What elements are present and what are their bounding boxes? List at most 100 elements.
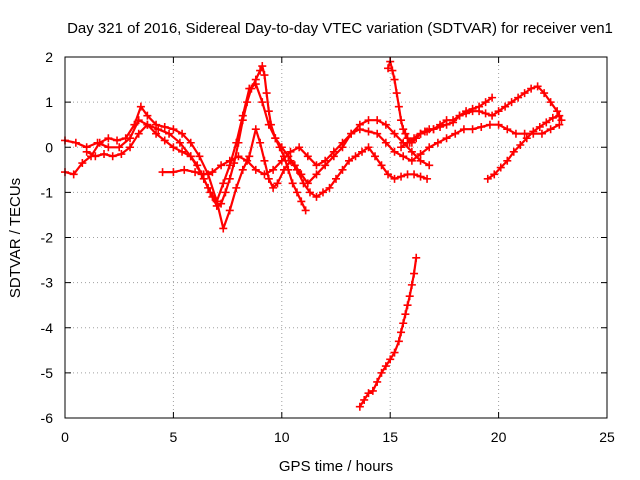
- data-point: [243, 156, 252, 165]
- data-point: [256, 66, 265, 75]
- data-point: [520, 129, 529, 138]
- series-6: [397, 82, 566, 152]
- series-7: [355, 253, 421, 411]
- data-point: [373, 116, 382, 125]
- data-point: [373, 377, 382, 386]
- data-point: [449, 116, 458, 125]
- x-tick-label: 0: [61, 429, 69, 445]
- data-point: [401, 129, 410, 138]
- data-point: [169, 168, 178, 177]
- data-point: [423, 174, 432, 183]
- y-axis-ticks: -6 -5 -4 -3 -2 -1 0 1 2: [41, 49, 607, 426]
- data-point: [423, 127, 432, 136]
- data-point: [100, 150, 109, 159]
- data-point: [301, 206, 310, 215]
- data-point: [136, 102, 145, 111]
- y-tick-label: -4: [41, 320, 54, 336]
- data-point: [386, 355, 395, 364]
- data-point: [351, 152, 360, 161]
- data-point: [275, 143, 284, 152]
- data-point: [251, 125, 260, 134]
- data-point: [169, 143, 178, 152]
- x-tick-label: 25: [599, 429, 615, 445]
- data-point: [269, 183, 278, 192]
- data-point: [410, 134, 419, 143]
- data-point: [542, 118, 551, 127]
- data-point: [292, 188, 301, 197]
- data-point: [238, 165, 247, 174]
- data-point: [555, 111, 564, 120]
- data-point: [358, 147, 367, 156]
- data-point: [548, 113, 557, 122]
- data-point: [260, 156, 269, 165]
- data-point: [516, 140, 525, 149]
- data-point: [425, 161, 434, 170]
- series-3: [82, 62, 310, 215]
- data-point: [399, 152, 408, 161]
- data-point: [212, 201, 221, 210]
- data-point: [264, 107, 273, 116]
- data-point: [108, 152, 117, 161]
- data-point: [481, 109, 490, 118]
- data-point: [258, 62, 267, 71]
- data-point: [130, 120, 139, 129]
- data-point: [462, 109, 471, 118]
- x-axis-label: GPS time / hours: [279, 458, 393, 475]
- data-point: [230, 159, 239, 168]
- data-point: [284, 165, 293, 174]
- data-point: [247, 84, 256, 93]
- data-point: [390, 348, 399, 357]
- series-trace: [161, 123, 561, 176]
- data-point: [245, 152, 254, 161]
- data-point: [271, 134, 280, 143]
- data-point: [273, 179, 282, 188]
- series-4: [158, 120, 564, 179]
- data-point: [416, 156, 425, 165]
- data-point: [390, 75, 399, 84]
- data-point: [104, 134, 113, 143]
- data-point: [522, 134, 531, 143]
- data-point: [368, 386, 377, 395]
- data-point: [232, 183, 241, 192]
- y-tick-label: 0: [45, 139, 53, 155]
- data-point: [416, 150, 425, 159]
- data-point: [260, 170, 269, 179]
- data-point: [186, 152, 195, 161]
- data-point: [511, 129, 520, 138]
- data-point: [199, 170, 208, 179]
- data-point: [483, 174, 492, 183]
- data-point: [126, 143, 135, 152]
- data-point: [347, 129, 356, 138]
- data-point: [277, 156, 286, 165]
- data-point: [407, 280, 416, 289]
- data-point: [503, 156, 512, 165]
- data-point: [152, 129, 161, 138]
- data-point: [412, 253, 421, 262]
- data-point: [154, 125, 163, 134]
- data-point: [410, 269, 419, 278]
- data-point: [535, 122, 544, 131]
- data-point: [269, 165, 278, 174]
- data-point: [364, 389, 373, 398]
- data-point: [113, 136, 122, 145]
- data-point: [78, 159, 87, 168]
- data-point: [238, 116, 247, 125]
- series-2: [61, 102, 432, 233]
- data-point: [204, 183, 213, 192]
- data-point: [286, 156, 295, 165]
- data-point: [299, 179, 308, 188]
- data-point: [221, 188, 230, 197]
- y-tick-label: 1: [45, 94, 53, 110]
- data-point: [533, 82, 542, 91]
- data-point: [243, 98, 252, 107]
- data-point: [217, 161, 226, 170]
- data-point: [373, 129, 382, 138]
- data-point: [494, 120, 503, 129]
- data-point: [312, 170, 321, 179]
- data-point: [540, 89, 549, 98]
- data-point: [364, 116, 373, 125]
- data-point: [488, 93, 497, 102]
- data-point: [390, 129, 399, 138]
- data-point: [288, 179, 297, 188]
- data-point: [160, 136, 169, 145]
